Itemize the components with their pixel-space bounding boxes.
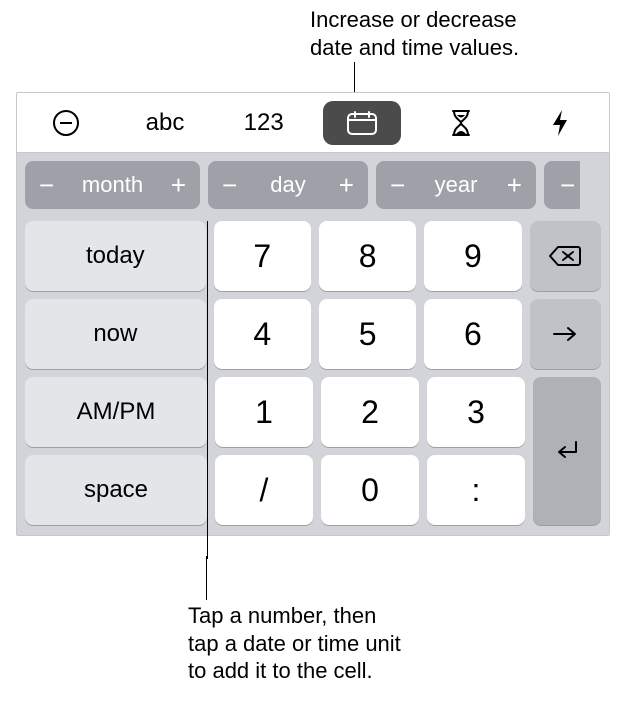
year-decrement-button[interactable]: − [386, 170, 409, 201]
callout-bottom-leader-outer [206, 556, 207, 600]
month-stepper-label[interactable]: month [82, 172, 143, 198]
digit-key[interactable]: 1 [215, 377, 313, 447]
callout-bottom-leader-inner [207, 221, 208, 559]
hourglass-icon [449, 108, 473, 138]
digit-key[interactable]: 4 [214, 299, 311, 369]
next-field-key[interactable] [530, 299, 601, 369]
digit-key[interactable]: 9 [424, 221, 521, 291]
duration-keyboard-tab[interactable] [412, 93, 511, 152]
calendar-icon [346, 110, 378, 136]
keypad-row: AM/PM 1 2 3 [25, 377, 525, 447]
day-stepper-label[interactable]: day [270, 172, 305, 198]
date-time-keyboard: abc 123 [16, 92, 610, 536]
day-decrement-button[interactable]: − [218, 170, 241, 201]
now-key[interactable]: now [25, 299, 206, 369]
day-increment-button[interactable]: + [335, 170, 358, 201]
digit-key[interactable]: 0 [321, 455, 419, 525]
space-key[interactable]: space [25, 455, 207, 525]
month-decrement-button[interactable]: − [35, 170, 58, 201]
callout-top-text: Increase or decreasedate and time values… [310, 6, 519, 61]
ampm-key[interactable]: AM/PM [25, 377, 207, 447]
digit-key[interactable]: 5 [319, 299, 416, 369]
month-stepper: − month + [25, 161, 200, 209]
lightning-icon [549, 108, 571, 138]
numeric-keyboard-tab[interactable]: 123 [214, 93, 313, 152]
digit-key[interactable]: 6 [424, 299, 521, 369]
collapse-keyboard-button[interactable] [17, 93, 116, 152]
backspace-key[interactable] [530, 221, 601, 291]
year-stepper: − year + [376, 161, 536, 209]
today-key[interactable]: today [25, 221, 206, 291]
callout-top-leader [354, 62, 355, 94]
day-stepper: − day + [208, 161, 368, 209]
keypad-row: space / 0 : [25, 455, 525, 525]
year-stepper-label[interactable]: year [435, 172, 478, 198]
arrow-right-icon [551, 324, 579, 344]
digit-key[interactable]: 8 [319, 221, 416, 291]
keypad-row: now 4 5 6 [25, 299, 601, 369]
keypad-row: today 7 8 9 [25, 221, 601, 291]
return-icon [552, 438, 582, 464]
month-increment-button[interactable]: + [167, 170, 190, 201]
quick-formula-tab[interactable] [510, 93, 609, 152]
digit-key[interactable]: 2 [321, 377, 419, 447]
text-keyboard-tab[interactable]: abc [116, 93, 215, 152]
slash-key[interactable]: / [215, 455, 313, 525]
peek-minus-icon: − [556, 170, 579, 201]
digit-key[interactable]: 3 [427, 377, 525, 447]
circle-minus-icon [51, 108, 81, 138]
next-stepper-peek[interactable]: − [544, 161, 580, 209]
digit-key[interactable]: 7 [214, 221, 311, 291]
keyboard-mode-bar: abc 123 [17, 93, 609, 153]
callout-bottom-text: Tap a number, thentap a date or time uni… [188, 602, 401, 685]
unit-stepper-bar: − month + − day + − year + − [17, 153, 609, 217]
backspace-icon [548, 244, 582, 268]
date-keyboard-tab[interactable] [313, 93, 412, 152]
colon-key[interactable]: : [427, 455, 525, 525]
year-increment-button[interactable]: + [503, 170, 526, 201]
return-key[interactable] [533, 377, 601, 525]
keypad-area: today 7 8 9 now 4 5 6 [17, 217, 609, 535]
